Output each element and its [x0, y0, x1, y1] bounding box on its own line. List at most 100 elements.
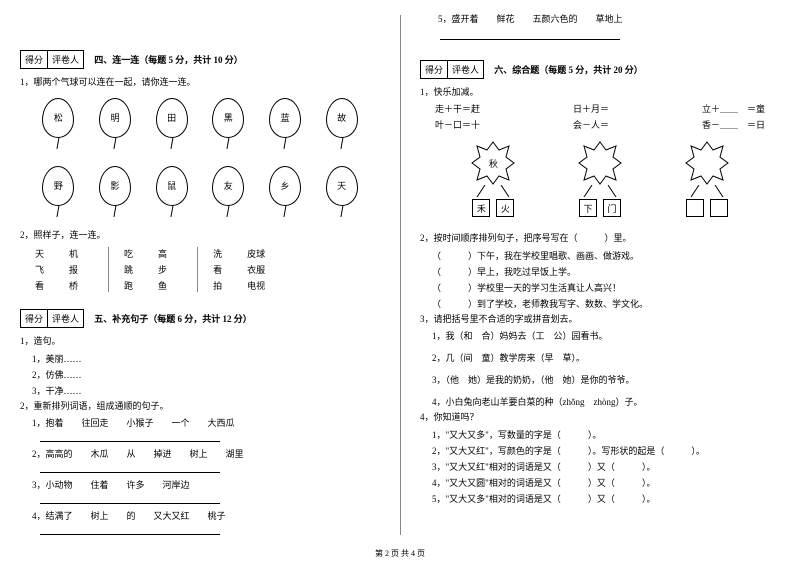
q6-4a: 1，"又大又多"，写数量的字是（ ）。 — [432, 428, 780, 441]
star-group — [685, 141, 729, 217]
q6-3b: 2，几（间 童）教学房来（早 草）。 — [432, 351, 780, 364]
match-col: 天飞看 机报桥 — [35, 247, 78, 292]
match-char: 电视 — [247, 279, 265, 292]
match-char: 跳 — [124, 263, 133, 276]
item-text: 1，抱着 往回走 小猴子 一个 大西瓜 — [32, 418, 235, 428]
q6-1: 1，快乐加减。 — [420, 86, 780, 100]
eq: 会－人＝ — [573, 118, 609, 131]
star-shape — [578, 141, 622, 185]
balloon-char: 田 — [167, 111, 176, 124]
balloon: 天 — [326, 166, 358, 206]
q6-4c: 3，"又大又红"相对的词语是又（ ）又（ ）。 — [432, 460, 780, 473]
balloon: 田 — [156, 98, 188, 138]
blank — [32, 463, 380, 475]
q5-2-1: 1，抱着 往回走 小猴子 一个 大西瓜 — [32, 416, 380, 429]
q6-2c: （ ）学校里一天的学习生活真让人高兴！ — [432, 281, 780, 294]
star-group: 下 门 — [578, 141, 622, 217]
balloon-char: 影 — [110, 179, 119, 192]
section-6-title: 六、综合题（每题 5 分，共计 20 分） — [494, 63, 643, 76]
balloon-row-2: 野 影 鼠 友 乡 天 — [30, 166, 370, 206]
balloon: 乡 — [269, 166, 301, 206]
match-char: 高 — [158, 247, 167, 260]
grader-label: 评卷人 — [48, 51, 83, 68]
item-text: 2，仿佛…… — [32, 370, 82, 380]
grader-label: 评卷人 — [448, 61, 483, 78]
balloon-char: 乡 — [280, 179, 289, 192]
q5-1: 1，造句。 — [20, 335, 380, 349]
match-char: 拍 — [213, 279, 222, 292]
balloon-char: 松 — [54, 111, 63, 124]
blank — [32, 432, 380, 444]
q5-2: 2，重新排列词语，组成通顺的句子。 — [20, 400, 380, 414]
match-char: 飞 — [35, 263, 44, 276]
decomp-box — [710, 199, 728, 217]
match-char: 机 — [69, 247, 78, 260]
balloon: 蓝 — [269, 98, 301, 138]
match-char: 衣服 — [247, 263, 265, 276]
q6-4e: 5，"又大又多"相对的词语是又（ ）又（ ）。 — [432, 492, 780, 505]
balloon-char: 天 — [337, 179, 346, 192]
decomp-box: 下 — [579, 199, 597, 217]
balloon: 松 — [42, 98, 74, 138]
star-group: 秋 禾 火 — [471, 141, 515, 217]
score-row-5: 得分 评卷人 五、补充句子（每题 6 分，共计 12 分） — [20, 309, 380, 332]
balloon: 黑 — [212, 98, 244, 138]
balloon-char: 野 — [54, 179, 63, 192]
q6-3a: 1，我（和 合）妈妈去（工 公）园看书。 — [432, 329, 780, 342]
score-label: 得分 — [421, 61, 448, 78]
q5-2-2: 2，高高的 木瓜 从 掉进 树上 湖里 — [32, 447, 380, 460]
box-pair: 下 门 — [579, 199, 621, 217]
match-char: 看 — [213, 263, 222, 276]
match-char: 皮球 — [247, 247, 265, 260]
eq: 叶－口＝十 — [435, 118, 480, 131]
q5-1-1: 1，美丽…… — [32, 352, 380, 365]
q6-2d: （ ）到了学校，老师教我写字、数数、学文化。 — [432, 297, 780, 310]
box-pair: 禾 火 — [472, 199, 514, 217]
item-text: 4，结满了 树上 的 又大又红 桃子 — [32, 511, 226, 521]
score-row-6: 得分 评卷人 六、综合题（每题 5 分，共计 20 分） — [420, 60, 780, 83]
match-char: 吃 — [124, 247, 133, 260]
balloon-char: 黑 — [224, 111, 233, 124]
page-footer: 第 2 页 共 4 页 — [375, 548, 425, 559]
match-char: 天 — [35, 247, 44, 260]
eq: 走＋干＝赶 — [435, 102, 480, 115]
q6-2b: （ ）早上，我吃过早饭上学。 — [432, 265, 780, 278]
balloon-char: 鼠 — [167, 179, 176, 192]
score-label: 得分 — [21, 310, 48, 327]
item-text: 3，小动物 住着 许多 河岸边 — [32, 480, 190, 490]
q6-4b: 2，"又大又红"，写颜色的字是（ ）。写形状的起是（ ）。 — [432, 444, 780, 457]
eq-row-2: 叶－口＝十 会－人＝ 香－＿＿ ＝日 — [435, 118, 765, 131]
match-char: 洗 — [213, 247, 222, 260]
balloon: 友 — [212, 166, 244, 206]
match-char: 跑 — [124, 279, 133, 292]
box-pair — [686, 199, 728, 217]
match-col: 洗看拍 皮球衣服电视 — [197, 247, 265, 292]
balloon: 明 — [99, 98, 131, 138]
score-box: 得分 评卷人 — [20, 309, 84, 328]
eq: 香－＿＿ ＝日 — [702, 118, 765, 131]
q6-3: 3，请把括号里不合适的字或拼音划去。 — [420, 313, 780, 327]
balloon-row-1: 松 明 田 黑 蓝 故 — [30, 98, 370, 138]
q6-2: 2，按时间顺序排列句子，把序号写在（ ）里。 — [420, 232, 780, 246]
q6-4d: 4，"又大又圆"相对的词语是又（ ）又（ ）。 — [432, 476, 780, 489]
q5-2-4: 4，结满了 树上 的 又大又红 桃子 — [32, 509, 380, 522]
item-text: 3，干净…… — [32, 386, 82, 396]
balloon: 野 — [42, 166, 74, 206]
eq: 日＋月＝ — [573, 102, 609, 115]
q4-2: 2，照样子，连一连。 — [20, 229, 380, 243]
score-box: 得分 评卷人 — [20, 50, 84, 69]
match-char: 桥 — [69, 279, 78, 292]
decomp-box: 门 — [603, 199, 621, 217]
match-char: 报 — [69, 263, 78, 276]
match-col: 吃跳跑 高步鱼 — [108, 247, 167, 292]
q5-2-3: 3，小动物 住着 许多 河岸边 — [32, 478, 380, 491]
score-box: 得分 评卷人 — [420, 60, 484, 79]
blank — [32, 494, 380, 506]
q6-2a: （ ）下午，我在学校里唱歌、画画、做游戏。 — [432, 249, 780, 262]
q6-3d: 4，小白兔向老山羊要白菜的种（zhǒng zhòng）子。 — [432, 395, 780, 408]
top-carry-line: 5，盛开着 鲜花 五颜六色的 草地上 — [438, 13, 780, 27]
decomp-box: 禾 — [472, 199, 490, 217]
q5-1-2: 2，仿佛…… — [32, 368, 380, 381]
blank — [432, 30, 780, 42]
q6-3c: 3，（他 她）是我的奶奶，（他 她）是你的爷爷。 — [432, 373, 780, 386]
